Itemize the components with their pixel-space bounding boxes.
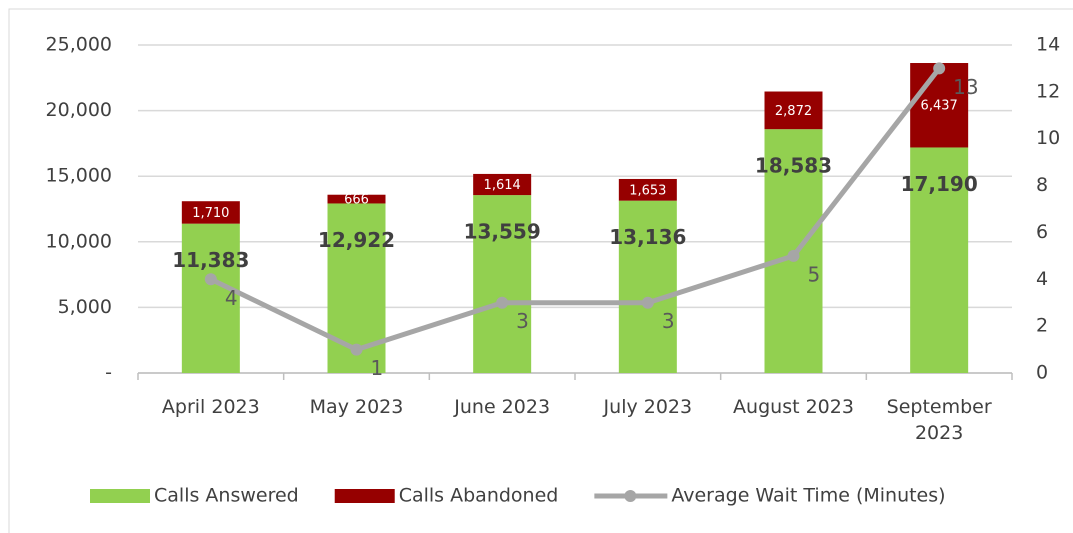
x-tick-label: May 2023 bbox=[309, 396, 404, 418]
bar-segment bbox=[327, 194, 386, 204]
value-label: 18,583 bbox=[755, 154, 832, 178]
line-point bbox=[496, 296, 509, 309]
y-tick-label: 25,000 bbox=[46, 34, 112, 56]
bar-segment bbox=[764, 91, 823, 130]
bar-segment bbox=[618, 178, 677, 201]
frame bbox=[8, 8, 1073, 533]
value-label: 13,136 bbox=[609, 225, 686, 249]
value-label: 12,922 bbox=[318, 228, 395, 252]
bar-segment bbox=[473, 195, 532, 373]
line bbox=[209, 66, 942, 353]
line-point bbox=[787, 249, 800, 262]
y2-tick-label: 4 bbox=[1036, 268, 1048, 290]
legend-label: Average Wait Time (Minutes) bbox=[671, 485, 945, 507]
bar-segment bbox=[181, 223, 240, 373]
x-tick-label: September 2023 bbox=[886, 396, 992, 444]
x-tick-label: July 2023 bbox=[603, 396, 693, 418]
line-point bbox=[933, 62, 946, 75]
y2-tick-label: 2 bbox=[1036, 315, 1048, 337]
legend-swatch bbox=[90, 489, 150, 503]
y2-tick-label: 14 bbox=[1036, 34, 1060, 56]
line-label: 13 bbox=[953, 75, 978, 99]
value-label: 666 bbox=[344, 193, 369, 208]
x-tick-label: August 2023 bbox=[733, 396, 854, 418]
bar-segment bbox=[181, 201, 240, 224]
y2-tick-label: 6 bbox=[1036, 221, 1048, 243]
line-label: 1 bbox=[371, 356, 384, 380]
y2-tick-label: 0 bbox=[1036, 362, 1048, 384]
line-point bbox=[204, 273, 217, 286]
x-tick-label: April 2023 bbox=[161, 396, 260, 418]
value-label: 6,437 bbox=[921, 99, 958, 114]
legend-swatch bbox=[334, 489, 395, 503]
y-tick-label: 20,000 bbox=[46, 99, 112, 121]
y-tick-label: 10,000 bbox=[46, 230, 112, 252]
value-label: 11,383 bbox=[172, 248, 249, 272]
line-point bbox=[641, 296, 654, 309]
line-label: 3 bbox=[516, 309, 529, 333]
bar-segment bbox=[910, 63, 969, 148]
bar-segment bbox=[473, 173, 532, 196]
legend-label: Calls Answered bbox=[154, 485, 299, 507]
y-tick-label: - bbox=[105, 362, 112, 384]
legend-label: Calls Abandoned bbox=[399, 485, 559, 507]
line-label: 4 bbox=[225, 286, 238, 310]
bar-segment bbox=[910, 147, 969, 373]
value-label: 1,653 bbox=[629, 183, 666, 198]
bar-segment bbox=[618, 200, 677, 373]
value-label: 13,559 bbox=[464, 220, 541, 244]
line-label: 3 bbox=[662, 309, 675, 333]
value-label: 2,872 bbox=[775, 104, 812, 119]
line-label: 5 bbox=[808, 262, 821, 286]
y2-tick-label: 12 bbox=[1036, 80, 1060, 102]
y2-tick-label: 8 bbox=[1036, 174, 1048, 196]
y2-tick-label: 10 bbox=[1036, 127, 1060, 149]
y-tick-label: 15,000 bbox=[46, 165, 112, 187]
value-label: 1,614 bbox=[484, 178, 521, 193]
value-label: 17,190 bbox=[901, 172, 978, 196]
value-label: 1,710 bbox=[192, 206, 229, 221]
x-tick-label: June 2023 bbox=[454, 396, 551, 418]
y-tick-label: 5,000 bbox=[58, 296, 112, 318]
legend-point bbox=[624, 490, 637, 502]
line-point bbox=[350, 343, 363, 356]
